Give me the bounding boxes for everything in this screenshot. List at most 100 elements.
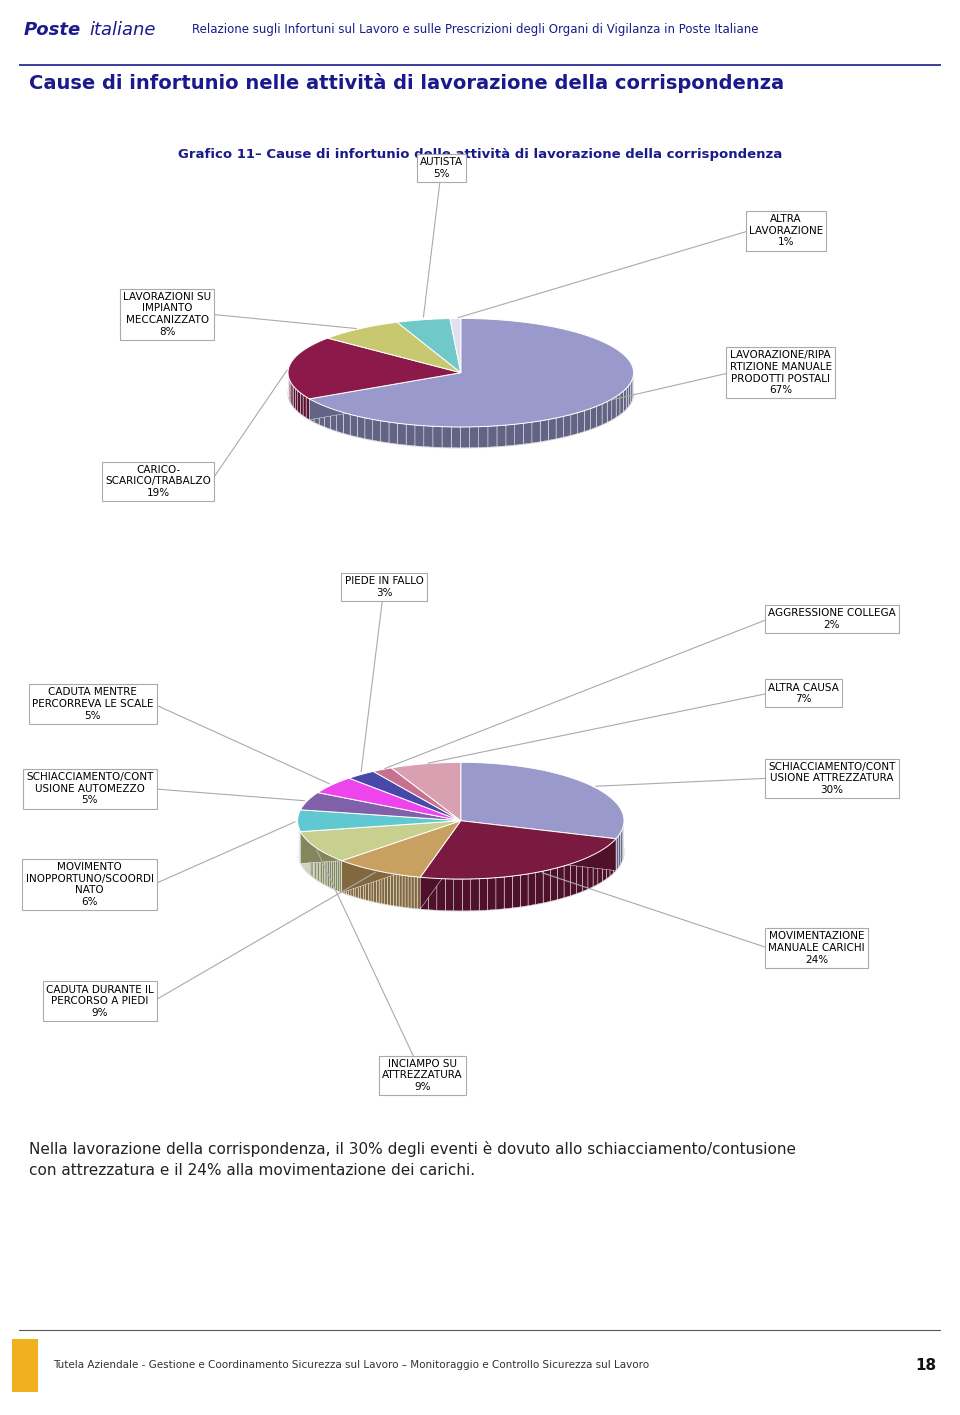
Polygon shape [428, 877, 437, 910]
Polygon shape [300, 393, 303, 416]
Polygon shape [363, 867, 366, 900]
Text: SCHIACCIAMENTO/CONT
USIONE ATTREZZATURA
30%: SCHIACCIAMENTO/CONT USIONE ATTREZZATURA … [768, 761, 896, 795]
Polygon shape [309, 372, 461, 420]
Polygon shape [373, 870, 376, 903]
Polygon shape [290, 379, 291, 403]
Polygon shape [335, 857, 338, 891]
Polygon shape [327, 323, 461, 372]
Polygon shape [515, 423, 523, 446]
Polygon shape [321, 850, 323, 883]
Polygon shape [424, 426, 433, 447]
Polygon shape [623, 389, 626, 412]
Polygon shape [469, 427, 479, 447]
Polygon shape [528, 873, 536, 906]
Polygon shape [622, 826, 623, 862]
Text: Tutela Aziendale - Gestione e Coordinamento Sicurezza sul Lavoro – Monitoraggio : Tutela Aziendale - Gestione e Coordiname… [53, 1360, 649, 1371]
Text: ALTRA CAUSA
7%: ALTRA CAUSA 7% [768, 682, 839, 705]
Polygon shape [358, 866, 361, 899]
Polygon shape [389, 422, 397, 444]
Polygon shape [318, 778, 461, 821]
Polygon shape [556, 416, 564, 439]
Polygon shape [577, 860, 583, 894]
Text: LAVORAZIONE/RIPA
RTIZIONE MANUALE
PRODOTTI POSTALI
67%: LAVORAZIONE/RIPA RTIZIONE MANUALE PRODOT… [730, 351, 831, 395]
Polygon shape [442, 427, 451, 447]
Polygon shape [327, 855, 329, 887]
Polygon shape [372, 419, 381, 441]
Polygon shape [323, 852, 324, 884]
Polygon shape [305, 838, 306, 872]
Polygon shape [312, 845, 313, 877]
Polygon shape [433, 426, 442, 447]
Polygon shape [291, 382, 292, 405]
Polygon shape [470, 879, 479, 911]
Polygon shape [420, 821, 616, 879]
Text: SCHIACCIAMENTO/CONT
USIONE AUTOMEZZO
5%: SCHIACCIAMENTO/CONT USIONE AUTOMEZZO 5% [26, 773, 154, 805]
Polygon shape [411, 876, 414, 908]
Polygon shape [382, 872, 385, 904]
Polygon shape [342, 860, 344, 893]
Polygon shape [570, 862, 577, 896]
Polygon shape [607, 845, 610, 879]
Polygon shape [309, 399, 314, 422]
Polygon shape [347, 862, 348, 894]
Polygon shape [356, 866, 358, 899]
Polygon shape [462, 879, 470, 911]
Polygon shape [324, 406, 330, 429]
Polygon shape [406, 424, 415, 446]
Polygon shape [629, 383, 631, 406]
Polygon shape [585, 409, 590, 432]
Polygon shape [588, 855, 593, 889]
Polygon shape [402, 874, 405, 907]
Polygon shape [342, 821, 461, 893]
Polygon shape [369, 869, 371, 901]
Text: AUTISTA
5%: AUTISTA 5% [420, 157, 463, 178]
Polygon shape [543, 869, 550, 903]
Polygon shape [391, 873, 394, 906]
Polygon shape [307, 841, 308, 873]
Polygon shape [311, 843, 312, 876]
Polygon shape [451, 427, 461, 447]
Polygon shape [353, 865, 356, 897]
Polygon shape [338, 859, 340, 891]
Text: Poste: Poste [24, 21, 82, 38]
Polygon shape [379, 872, 382, 904]
Polygon shape [578, 410, 585, 433]
Polygon shape [450, 318, 461, 372]
Polygon shape [309, 318, 634, 427]
Polygon shape [342, 821, 461, 893]
Polygon shape [408, 876, 411, 908]
Polygon shape [479, 426, 488, 447]
Polygon shape [300, 792, 461, 821]
Polygon shape [420, 821, 461, 908]
Polygon shape [351, 863, 353, 897]
Polygon shape [598, 850, 602, 884]
Polygon shape [396, 874, 399, 907]
Polygon shape [315, 846, 316, 880]
Polygon shape [418, 877, 420, 908]
Polygon shape [618, 832, 620, 867]
Polygon shape [497, 424, 506, 447]
Polygon shape [523, 422, 532, 444]
Polygon shape [620, 829, 622, 865]
Polygon shape [329, 856, 331, 889]
Polygon shape [620, 391, 623, 415]
Polygon shape [309, 372, 461, 420]
Polygon shape [308, 842, 309, 874]
Polygon shape [300, 821, 461, 863]
Polygon shape [583, 857, 588, 891]
Polygon shape [632, 378, 633, 400]
Polygon shape [571, 413, 578, 436]
Text: Cause di infortunio nelle attività di lavorazione della corrispondenza: Cause di infortunio nelle attività di la… [29, 74, 784, 93]
Text: 18: 18 [915, 1358, 936, 1373]
Polygon shape [513, 874, 520, 908]
Polygon shape [540, 419, 548, 441]
Polygon shape [319, 849, 321, 883]
Polygon shape [298, 809, 461, 832]
Polygon shape [596, 403, 602, 427]
Polygon shape [300, 821, 461, 863]
Polygon shape [342, 821, 461, 877]
Polygon shape [612, 396, 616, 420]
Polygon shape [314, 402, 319, 424]
Polygon shape [610, 842, 613, 876]
Polygon shape [616, 836, 618, 870]
